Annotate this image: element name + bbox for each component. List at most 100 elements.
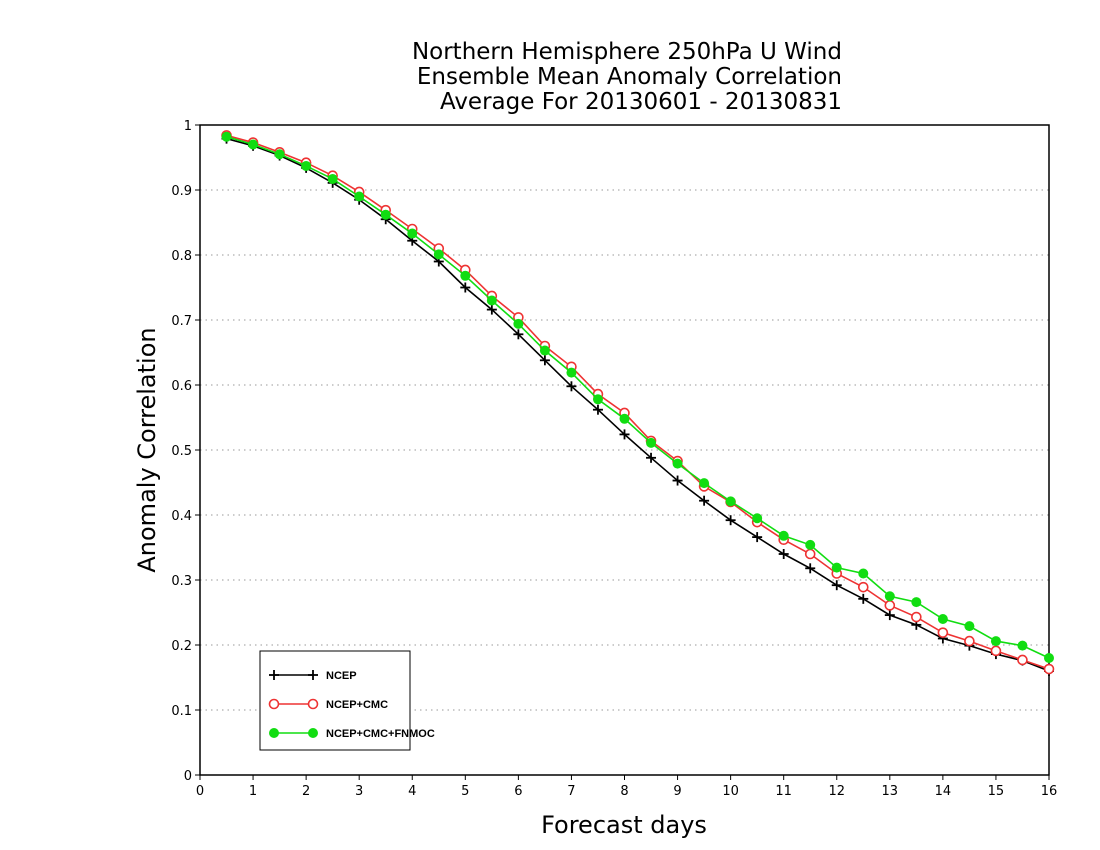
x-tick-label: 4 <box>408 784 416 799</box>
data-point <box>619 413 630 424</box>
y-tick-label: 0.2 <box>171 639 192 654</box>
data-point <box>964 635 975 647</box>
x-tick-label: 13 <box>882 784 899 799</box>
y-tick-label: 0.1 <box>171 704 192 719</box>
y-tick-label: 0 <box>184 769 192 784</box>
data-point <box>911 597 922 608</box>
data-point <box>1017 654 1028 666</box>
y-tick-label: 0.8 <box>171 249 192 264</box>
data-point <box>460 270 471 281</box>
data-point <box>380 209 391 220</box>
y-tick-label: 0.3 <box>171 574 192 589</box>
data-point <box>460 282 471 293</box>
data-point <box>804 548 816 560</box>
data-point <box>884 600 896 611</box>
data-point <box>407 228 418 239</box>
x-axis-label: Forecast days <box>541 811 707 839</box>
y-axis-label: Anomaly Correlation <box>133 327 161 572</box>
legend: NCEP NCEP+CMC NCEP+CMC+FNMOC <box>259 650 435 751</box>
y-tick-labels: 0 0.1 0.2 0.3 0.4 0.5 0.6 0.7 0.8 0.9 1 <box>171 119 192 784</box>
y-tick-label: 0.6 <box>171 379 192 394</box>
x-tick-label: 14 <box>935 784 952 799</box>
legend-marker <box>308 670 318 680</box>
data-point <box>327 173 338 184</box>
data-point <box>752 513 763 524</box>
data-point <box>805 563 816 574</box>
x-tick-label: 7 <box>567 784 575 799</box>
series-line <box>226 134 1050 670</box>
legend-marker <box>269 670 279 680</box>
series-layer <box>221 130 1055 676</box>
y-tick-label: 0.5 <box>171 444 192 459</box>
x-tick-label: 8 <box>620 784 628 799</box>
data-point <box>513 329 524 340</box>
series-line <box>226 137 1050 672</box>
title-line-3: Average For 20130601 - 20130831 <box>440 89 842 115</box>
series-2 <box>221 130 1055 675</box>
data-point <box>646 452 657 463</box>
x-tick-label: 10 <box>722 784 739 799</box>
series-3 <box>221 131 1054 663</box>
data-point <box>248 139 259 150</box>
data-point <box>301 160 312 171</box>
data-point <box>539 355 550 366</box>
data-point <box>937 627 949 638</box>
data-point <box>831 562 842 573</box>
chart-title: Northern Hemisphere 250hPa U Wind Ensemb… <box>412 39 842 115</box>
data-point <box>725 496 736 507</box>
series-1 <box>221 133 1054 676</box>
data-point <box>831 580 842 591</box>
x-tick-label: 15 <box>988 784 1005 799</box>
data-point <box>699 478 710 489</box>
x-tick-label: 5 <box>461 784 469 799</box>
legend-item: NCEP <box>269 670 357 682</box>
legend-marker <box>268 698 280 710</box>
x-tick-label: 0 <box>196 784 204 799</box>
data-point <box>858 593 869 604</box>
data-point <box>619 429 630 440</box>
data-point <box>725 515 736 526</box>
data-point <box>1043 663 1055 675</box>
legend-marker <box>307 698 319 710</box>
data-point <box>964 621 975 632</box>
data-point <box>858 568 869 579</box>
legend-label: NCEP+CMC <box>326 699 388 711</box>
data-point <box>433 249 444 260</box>
data-point <box>486 304 497 315</box>
data-point <box>1044 653 1054 663</box>
x-tick-label: 2 <box>302 784 310 799</box>
axis-ticks <box>195 124 1050 780</box>
legend-marker <box>269 728 279 738</box>
data-point <box>911 611 922 623</box>
data-point <box>274 149 285 160</box>
data-point <box>990 645 1002 657</box>
x-tick-label: 12 <box>828 784 845 799</box>
data-point <box>1017 640 1028 651</box>
data-point <box>672 475 683 486</box>
data-point <box>566 381 577 392</box>
x-tick-label: 9 <box>673 784 681 799</box>
data-point <box>857 581 869 593</box>
data-point <box>778 530 789 541</box>
title-line-2: Ensemble Mean Anomaly Correlation <box>417 64 842 90</box>
legend-label: NCEP <box>326 670 357 682</box>
data-point <box>592 404 603 415</box>
data-point <box>884 610 895 621</box>
x-tick-labels: 0 1 2 3 4 5 6 7 8 9 10 11 12 13 14 15 16 <box>196 784 1057 799</box>
x-tick-label: 6 <box>514 784 522 799</box>
data-point <box>990 636 1001 647</box>
data-point <box>884 591 895 602</box>
data-point <box>937 614 948 624</box>
legend-item: NCEP+CMC <box>268 698 388 711</box>
data-point <box>778 549 789 559</box>
legend-marker <box>308 728 318 738</box>
legend-label: NCEP+CMC+FNMOC <box>326 728 435 740</box>
y-tick-label: 0.4 <box>171 509 192 524</box>
data-point <box>672 458 683 469</box>
legend-item: NCEP+CMC+FNMOC <box>269 728 435 740</box>
x-tick-label: 3 <box>355 784 363 799</box>
data-point <box>592 394 603 405</box>
x-tick-label: 16 <box>1041 784 1058 799</box>
data-point <box>486 295 497 306</box>
x-tick-label: 11 <box>775 784 792 799</box>
